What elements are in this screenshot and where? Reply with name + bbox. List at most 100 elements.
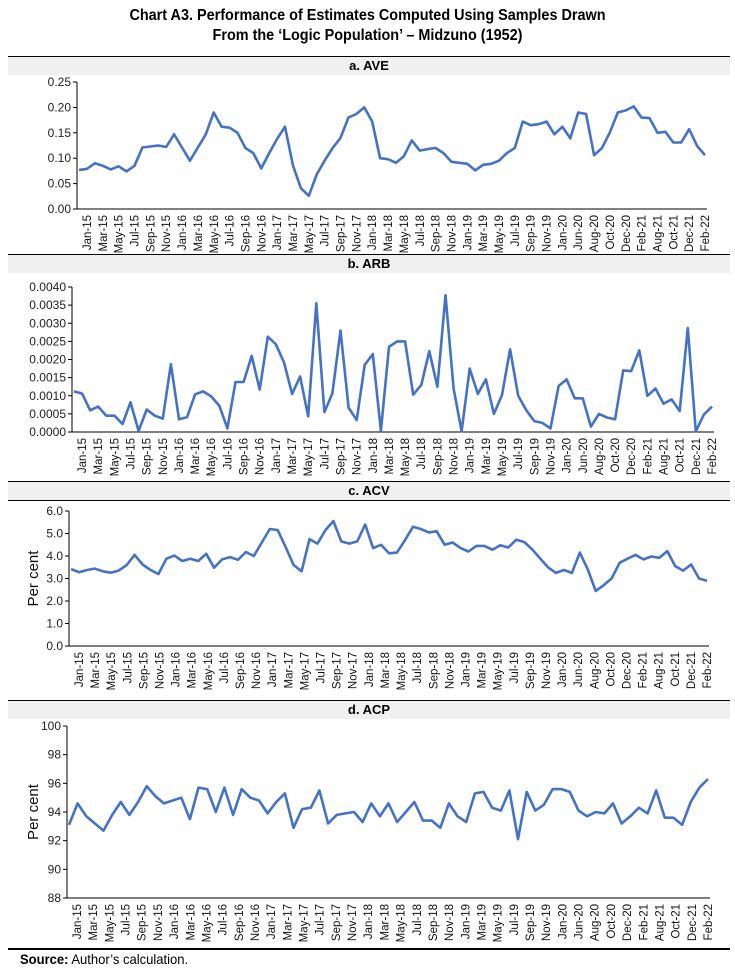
x-tick-label: Jul-19 bbox=[509, 904, 521, 935]
x-tick-label: May-19 bbox=[493, 652, 505, 690]
x-tick-label: Jan-15 bbox=[74, 652, 86, 687]
x-tick-label: Jan-17 bbox=[266, 904, 278, 939]
y-tick-label: 0.20 bbox=[48, 100, 72, 114]
x-tick-label: Aug-21 bbox=[654, 652, 666, 689]
x-tick-label: Mar-18 bbox=[383, 215, 395, 251]
x-tick-label: Jan-18 bbox=[368, 438, 380, 473]
x-tick-label: Aug-20 bbox=[589, 215, 601, 252]
x-tick-label: May-15 bbox=[114, 215, 126, 253]
y-tick-label: 2.0 bbox=[46, 594, 63, 608]
x-tick-label: Jul-15 bbox=[122, 652, 134, 683]
x-tick-label: Nov-16 bbox=[251, 652, 263, 689]
y-tick-label: 0.0000 bbox=[29, 425, 66, 439]
x-tick-label: Sep-18 bbox=[428, 652, 440, 689]
x-tick-label: Nov-15 bbox=[155, 652, 167, 689]
panel-b-chart: 0.0000 0.0005 0.0010 0.0015 0.0020 0.0025 0.00… bbox=[29, 280, 719, 476]
x-tick-label: Sep-17 bbox=[331, 904, 343, 941]
x-tick-label: Nov-19 bbox=[545, 438, 557, 475]
y-tick-label: 0.15 bbox=[48, 126, 72, 140]
x-tick-label: Jul-18 bbox=[415, 215, 427, 246]
series-line bbox=[67, 778, 709, 841]
x-tick-label: Sep-18 bbox=[431, 215, 443, 252]
x-tick-label: Oct-21 bbox=[668, 215, 680, 250]
x-tick-label: May-17 bbox=[303, 438, 315, 476]
x-tick-label: May-16 bbox=[209, 215, 221, 253]
x-tick-label: Oct-20 bbox=[606, 904, 618, 939]
x-tick-label: Jun-20 bbox=[573, 652, 585, 687]
x-tick-label: Jun-20 bbox=[573, 215, 585, 250]
x-tick-label: Sep-19 bbox=[525, 904, 537, 941]
x-tick-label: May-15 bbox=[109, 438, 121, 476]
x-tick-label: Jan-17 bbox=[271, 438, 283, 473]
panel-c-title: c. ACV bbox=[8, 482, 730, 500]
x-tick-label: May-16 bbox=[203, 652, 215, 690]
x-tick-label: Jul-19 bbox=[510, 215, 522, 246]
x-tick-label: Feb-22 bbox=[703, 904, 715, 940]
x-tick-label: Mar-19 bbox=[477, 652, 489, 688]
y-tick-label: 4.0 bbox=[46, 549, 63, 563]
panel-b-title: b. ARB bbox=[8, 255, 730, 273]
x-tick-label: Feb-21 bbox=[638, 652, 650, 688]
x-tick-label: Oct-20 bbox=[605, 215, 617, 250]
x-tick-label: Sep-15 bbox=[137, 904, 149, 941]
x-tick-label: Sep-16 bbox=[239, 438, 251, 475]
source-text: Author’s calculation. bbox=[68, 951, 189, 967]
x-tick-label: Aug-20 bbox=[589, 652, 601, 689]
x-tick-label: Mar-15 bbox=[98, 215, 110, 251]
y-tick-label: 0.10 bbox=[48, 151, 72, 165]
y-tick-label: 0.0040 bbox=[29, 280, 66, 294]
x-tick-label: May-17 bbox=[299, 904, 311, 942]
x-tick-label: Jan-18 bbox=[367, 215, 379, 250]
x-tick-label: May-16 bbox=[201, 904, 213, 942]
divider bbox=[8, 254, 730, 255]
x-tick-label: Nov-17 bbox=[347, 904, 359, 941]
x-tick-label: Feb-21 bbox=[638, 904, 650, 940]
x-tick-label: Jul-18 bbox=[412, 652, 424, 683]
y-tick-label: 0.25 bbox=[48, 75, 72, 89]
x-tick-label: Nov-17 bbox=[348, 652, 360, 689]
x-tick-label: Sep-16 bbox=[235, 652, 247, 689]
x-tick-label: Feb-21 bbox=[637, 215, 649, 251]
x-tick-label: Nov-17 bbox=[351, 215, 363, 252]
x-tick-label: Jul-19 bbox=[513, 438, 525, 469]
x-tick-label: Jan-20 bbox=[557, 215, 569, 250]
chart-title-line1: Chart A3. Performance of Estimates Compu… bbox=[129, 7, 606, 24]
x-tick-label: Jul-16 bbox=[225, 215, 237, 246]
y-tick-label: 88 bbox=[48, 891, 62, 905]
chart-title: Chart A3. Performance of Estimates Compu… bbox=[26, 6, 710, 46]
x-tick-label: Jan-19 bbox=[460, 652, 472, 687]
panel-a-title: a. AVE bbox=[8, 57, 730, 75]
x-tick-label: Oct-21 bbox=[670, 652, 682, 687]
series-line bbox=[73, 293, 713, 433]
x-tick-label: Jun-20 bbox=[574, 904, 586, 939]
x-tick-label: Jan-18 bbox=[364, 652, 376, 687]
x-tick-label: Nov-15 bbox=[158, 438, 170, 475]
x-tick-label: Mar-15 bbox=[90, 652, 102, 688]
y-tick-label: 3.0 bbox=[46, 572, 63, 586]
divider bbox=[8, 700, 730, 701]
y-tick-label: 0.0035 bbox=[29, 298, 66, 312]
y-tick-label: 0.0015 bbox=[29, 371, 66, 385]
x-tick-label: Mar-19 bbox=[478, 215, 490, 251]
x-tick-label: Oct-21 bbox=[671, 904, 683, 939]
x-tick-label: Mar-15 bbox=[88, 904, 100, 940]
x-tick-label: Aug-20 bbox=[590, 904, 602, 941]
x-tick-label: Mar-19 bbox=[481, 438, 493, 474]
divider bbox=[8, 948, 730, 950]
x-tick-label: Feb-21 bbox=[642, 438, 654, 474]
y-tick-label: 0.0020 bbox=[29, 353, 66, 367]
x-tick-label: Mar-16 bbox=[193, 215, 205, 251]
x-tick-label: Sep-15 bbox=[142, 438, 154, 475]
x-tick-label: Sep-16 bbox=[234, 904, 246, 941]
y-tick-label: 94 bbox=[48, 805, 62, 819]
x-tick-label: Aug-21 bbox=[654, 904, 666, 941]
y-tick-label: 100 bbox=[41, 719, 61, 733]
x-tick-label: Jul-15 bbox=[121, 904, 133, 935]
x-tick-label: Sep-19 bbox=[525, 652, 537, 689]
x-tick-label: Oct-20 bbox=[605, 652, 617, 687]
x-tick-label: Sep-17 bbox=[332, 652, 344, 689]
x-tick-label: Nov-19 bbox=[541, 652, 553, 689]
x-tick-label: May-18 bbox=[399, 215, 411, 253]
y-tick-label: 0.0010 bbox=[29, 389, 66, 403]
x-tick-label: Jun-20 bbox=[578, 438, 590, 473]
